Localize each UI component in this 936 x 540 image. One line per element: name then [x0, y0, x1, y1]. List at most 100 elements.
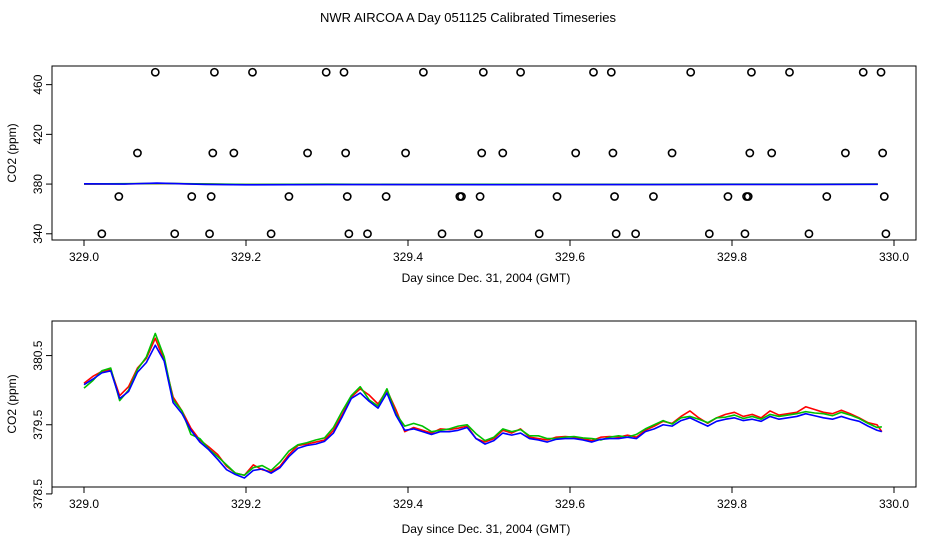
scatter-point — [686, 67, 696, 77]
scatter-point — [822, 192, 832, 201]
bottom-y-axis: 378.5 379.5 380.5 — [31, 340, 53, 509]
scatter-point — [342, 192, 352, 201]
scatter-point — [858, 67, 868, 77]
bottom-y-axis-label: CO2 (ppm) — [5, 374, 19, 433]
top-y-tick-label: 340 — [31, 223, 45, 243]
scatter-point — [474, 229, 483, 239]
bottom-x-axis: 329.0 329.2 329.4 329.6 329.8 330.0 — [69, 486, 909, 511]
scatter-point — [478, 67, 488, 77]
scatter-point — [114, 192, 124, 201]
scatter-point — [210, 67, 219, 77]
top-x-tick-label: 329.6 — [555, 250, 585, 264]
top-panel: Day since Dec. 31, 2004 (GMT) CO2 (ppm) … — [5, 65, 917, 285]
scatter-point — [631, 229, 641, 239]
top-series-blue — [83, 182, 878, 186]
bottom-x-tick-label: 329.6 — [555, 497, 585, 511]
top-x-axis-label: Day since Dec. 31, 2004 (GMT) — [402, 271, 571, 285]
top-y-axis-label: CO2 (ppm) — [5, 123, 19, 182]
scatter-point — [475, 192, 485, 201]
scatter-point — [150, 67, 160, 77]
scatter-point — [534, 229, 544, 239]
scatter-point — [187, 192, 197, 201]
scatter-point — [418, 67, 428, 77]
scatter-point — [745, 148, 755, 158]
bottom-series-blue — [83, 344, 883, 479]
scatter-point — [740, 229, 750, 239]
scatter-point — [401, 148, 410, 158]
scatter-point — [747, 67, 756, 77]
top-x-axis: 329.0 329.2 329.4 329.6 329.8 330.0 — [69, 239, 909, 264]
bottom-series-red — [83, 337, 883, 477]
scatter-point — [341, 148, 351, 158]
scatter-point — [205, 229, 214, 239]
top-x-tick-label: 329.4 — [393, 250, 423, 264]
scatter-point — [878, 148, 888, 158]
scatter-point — [303, 148, 312, 158]
scatter-point — [381, 192, 391, 201]
scatter-point — [344, 229, 354, 239]
scatter-point — [363, 229, 372, 239]
top-y-tick-label: 380 — [31, 174, 45, 194]
scatter-point — [284, 192, 294, 201]
top-y-tick-label: 420 — [31, 124, 45, 144]
scatter-point — [229, 148, 239, 158]
scatter-point — [743, 192, 753, 201]
scatter-point — [248, 67, 257, 77]
top-y-axis: 340 380 420 460 — [31, 74, 53, 244]
scatter-point — [516, 67, 525, 77]
scatter-point — [879, 192, 889, 201]
figure-title: NWR AIRCOA A Day 051125 Calibrated Times… — [320, 10, 616, 25]
scatter-point — [170, 229, 180, 239]
scatter-point — [266, 229, 276, 239]
scatter-point — [552, 192, 562, 201]
scatter-point — [606, 67, 616, 77]
bottom-x-tick-label: 329.2 — [231, 497, 261, 511]
scatter-point — [571, 148, 581, 158]
scatter-point — [608, 148, 618, 158]
bottom-series-green — [83, 332, 882, 477]
top-x-tick-label: 330.0 — [879, 250, 909, 264]
top-y-tick-label: 460 — [31, 74, 45, 94]
scatter-point — [667, 148, 677, 158]
top-series-lines — [83, 182, 878, 186]
scatter-point — [881, 229, 891, 239]
scatter-point — [589, 67, 598, 77]
scatter-point — [437, 229, 447, 239]
top-x-tick-label: 329.8 — [717, 250, 747, 264]
bottom-x-axis-label: Day since Dec. 31, 2004 (GMT) — [402, 522, 571, 536]
scatter-point — [767, 148, 777, 158]
bottom-y-tick-label: 380.5 — [31, 340, 45, 370]
scatter-point — [339, 67, 349, 77]
scatter-point — [208, 148, 218, 158]
scatter-point — [457, 192, 466, 201]
bottom-x-tick-label: 330.0 — [879, 497, 909, 511]
top-x-tick-label: 329.2 — [231, 250, 261, 264]
scatter-point — [841, 148, 850, 158]
scatter-point — [97, 229, 107, 239]
top-scatter-points — [97, 67, 891, 239]
top-x-tick-label: 329.0 — [69, 250, 99, 264]
bottom-y-tick-label: 378.5 — [31, 479, 45, 509]
scatter-point — [704, 229, 714, 239]
scatter-point — [804, 229, 814, 239]
scatter-point — [611, 229, 621, 239]
bottom-panel: Day since Dec. 31, 2004 (GMT) CO2 (ppm) … — [5, 320, 917, 536]
scatter-point — [498, 148, 508, 158]
scatter-point — [206, 192, 216, 201]
scatter-point — [785, 67, 794, 77]
bottom-x-tick-label: 329.8 — [717, 497, 747, 511]
top-plot-frame — [51, 65, 917, 241]
scatter-point — [477, 148, 487, 158]
bottom-x-tick-label: 329.0 — [69, 497, 99, 511]
scatter-point — [610, 192, 619, 201]
bottom-y-tick-label: 379.5 — [31, 409, 45, 439]
scatter-point — [723, 192, 733, 201]
scatter-point — [876, 67, 886, 77]
scatter-point — [649, 192, 658, 201]
scatter-point — [321, 67, 331, 77]
bottom-series-lines — [83, 332, 883, 479]
scatter-point — [133, 148, 142, 158]
bottom-plot-frame — [51, 320, 917, 488]
